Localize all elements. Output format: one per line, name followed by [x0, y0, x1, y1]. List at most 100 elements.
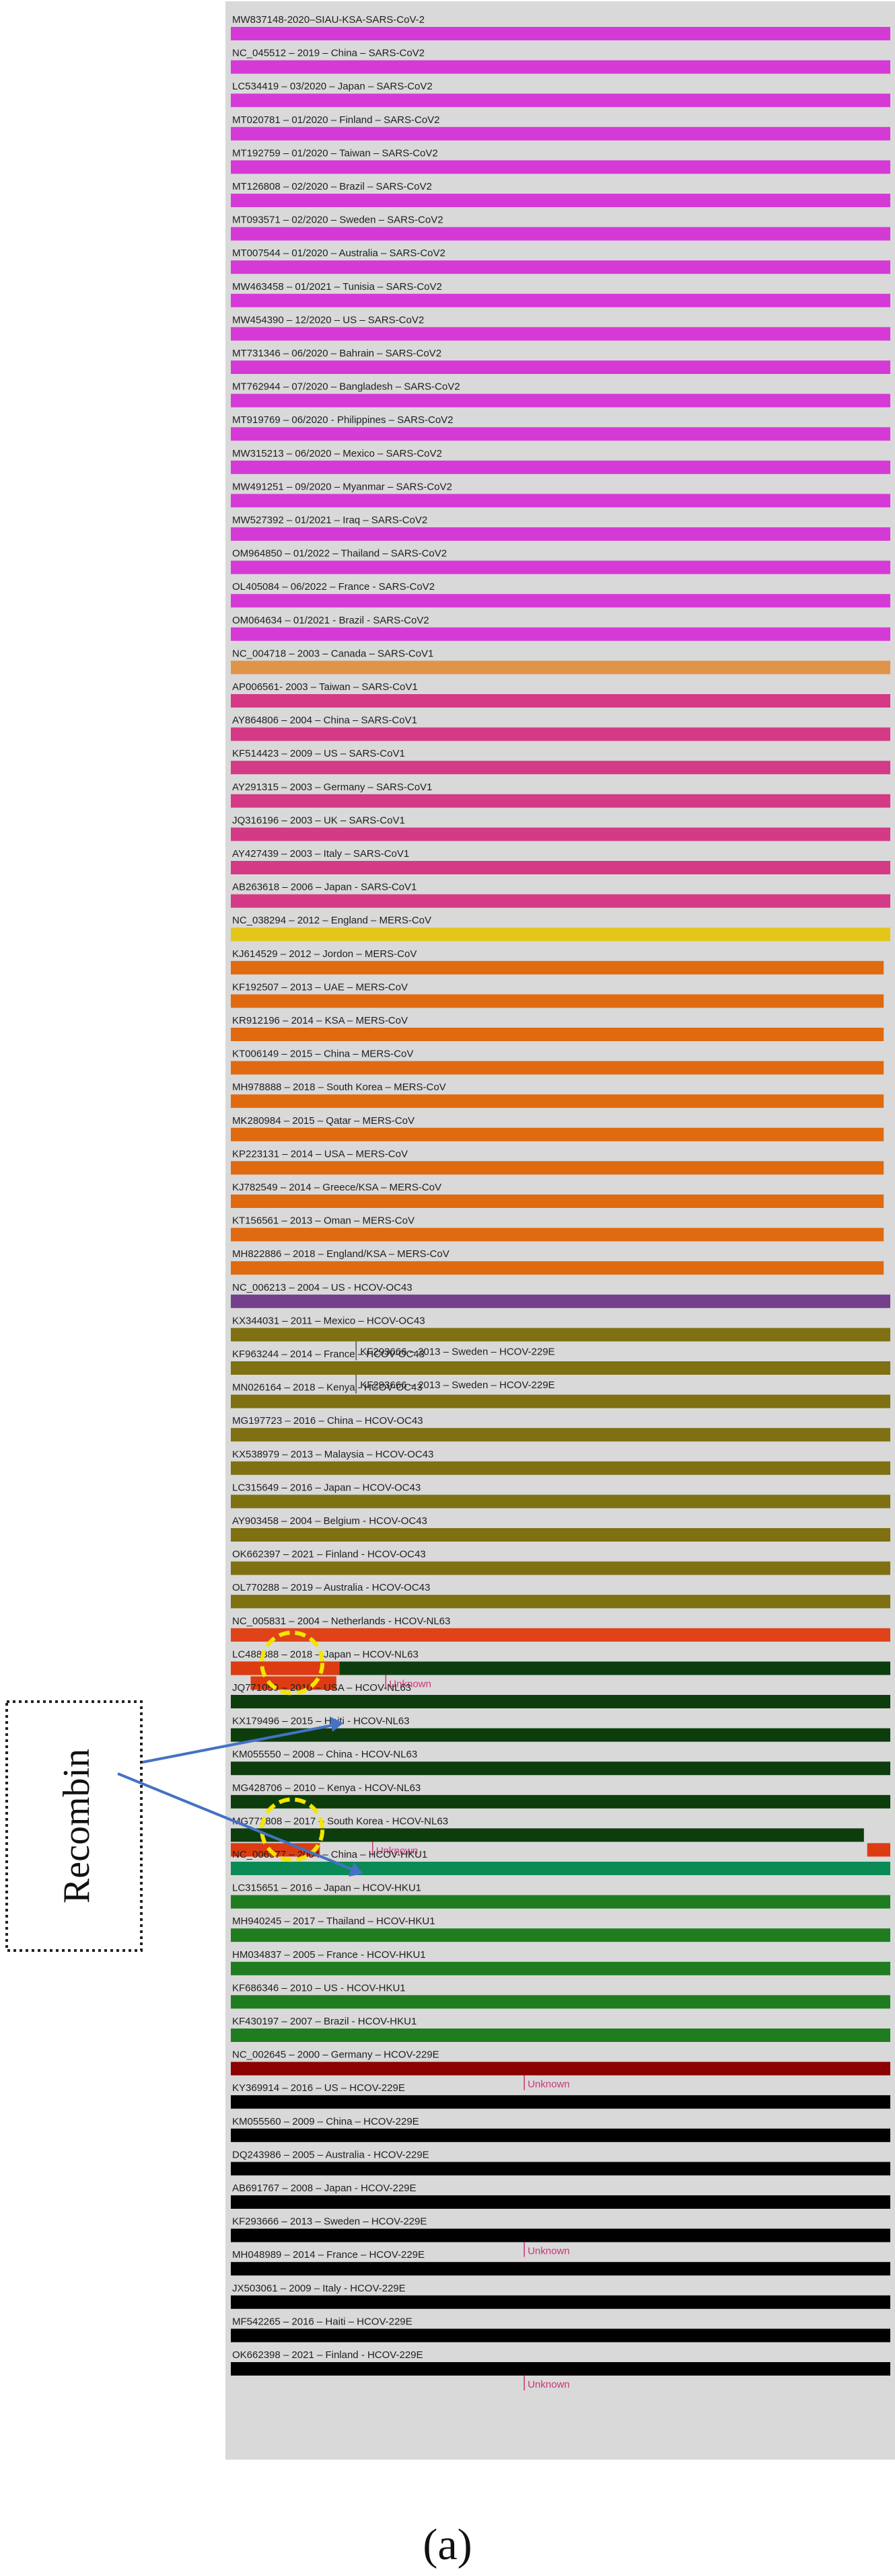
- genome-label: JX503061 – 2009 – Italy - HCOV-229E: [232, 2283, 406, 2294]
- genome-row: MW491251 – 09/2020 – Myanmar – SARS-CoV2: [231, 481, 890, 508]
- genome-label: MF542265 – 2016 – Haiti – HCOV-229E: [232, 2316, 413, 2327]
- genome-label: MW454390 – 12/2020 – US – SARS-CoV2: [232, 314, 424, 326]
- genome-bar: [231, 1361, 890, 1375]
- genome-bar: [231, 2262, 890, 2276]
- unknown-label: Unknown: [528, 2079, 570, 2090]
- genome-bar: [231, 994, 884, 1008]
- genome-row: MG772808 – 2017 – South Korea - HCOV-NL6…: [231, 1815, 890, 1857]
- genome-row: KF686346 – 2010 – US - HCOV-HKU1: [231, 1982, 890, 2009]
- genome-label: NC_002645 – 2000 – Germany – HCOV-229E: [232, 2049, 439, 2061]
- unknown-label: Unknown: [528, 2246, 570, 2257]
- genome-label: KJ614529 – 2012 – Jordon – MERS-CoV: [232, 948, 417, 960]
- genome-label: KF293666 – 2013 – Sweden – HCOV-229E: [232, 2216, 427, 2228]
- genome-row: KM055560 – 2009 – China – HCOV-229E: [231, 2116, 890, 2142]
- genome-label: MW491251 – 09/2020 – Myanmar – SARS-CoV2: [232, 481, 452, 492]
- genome-label: MG197723 – 2016 – China – HCOV-OC43: [232, 1415, 423, 1427]
- genome-bar: [231, 1028, 884, 1041]
- genome-row: AY427439 – 2003 – Italy – SARS-CoV1: [231, 848, 890, 874]
- genome-row: AY864806 – 2004 – China – SARS-CoV1: [231, 715, 890, 741]
- genome-label: OL405084 – 06/2022 – France - SARS-CoV2: [232, 581, 435, 593]
- genome-label: DQ243986 – 2005 – Australia - HCOV-229E: [232, 2149, 429, 2160]
- recombination-highlight-circle: [260, 1797, 325, 1862]
- genome-row: MT007544 – 01/2020 – Australia – SARS-Co…: [231, 248, 890, 274]
- genome-bar: [231, 2061, 890, 2076]
- genome-label: KF963244 – 2014 – France – HCOV-OC43: [232, 1349, 425, 1360]
- genome-label: NC_006577 – 2004 – China – HCOV-HKU1: [232, 1849, 427, 1860]
- genome-row: KF192507 – 2013 – UAE – MERS-CoV: [231, 981, 884, 1008]
- genome-bar: [231, 594, 890, 608]
- genome-row: KX179496 – 2015 – Haiti - HCOV-NL63: [231, 1716, 890, 1742]
- genome-bar: [231, 1862, 890, 1875]
- genome-label: MH978888 – 2018 – South Korea – MERS-CoV: [232, 1082, 446, 1093]
- genome-row: KT006149 – 2015 – China – MERS-CoV: [231, 1049, 884, 1075]
- genome-row: AP006561- 2003 – Taiwan – SARS-CoV1: [231, 681, 890, 708]
- genome-label: KT006149 – 2015 – China – MERS-CoV: [232, 1049, 413, 1060]
- arrow-icon: [117, 1772, 363, 1877]
- genome-bar: [231, 1628, 890, 1642]
- genome-bar: [231, 1895, 890, 1909]
- recombinant-segment: [867, 1843, 890, 1857]
- genome-bar: [231, 1794, 890, 1809]
- recombination-highlights: [260, 1630, 325, 1862]
- genome-bar: [231, 2029, 890, 2042]
- genome-row: MT192759 – 01/2020 – Taiwan – SARS-CoV2: [231, 147, 890, 174]
- genome-rows: MW837148-2020–SIAU-KSA-SARS-CoV-2 NC_0455…: [231, 14, 890, 2390]
- genome-row: KX344031 – 2011 – Mexico – HCOV-OC43 KF29…: [231, 1315, 890, 1361]
- genome-label: NC_004718 – 2003 – Canada – SARS-CoV1: [232, 648, 433, 659]
- genome-label: KM055560 – 2009 – China – HCOV-229E: [232, 2116, 419, 2127]
- genome-label: OL770288 – 2019 – Australia - HCOV-OC43: [232, 1582, 430, 1593]
- genome-label: NC_006213 – 2004 – US - HCOV-OC43: [232, 1282, 413, 1293]
- genome-row: AY291315 – 2003 – Germany – SARS-CoV1: [231, 782, 890, 808]
- genome-bar: [231, 27, 890, 40]
- genome-label: KR912196 – 2014 – KSA – MERS-CoV: [232, 1015, 408, 1026]
- genome-row: MH940245 – 2017 – Thailand – HCOV-HKU1: [231, 1916, 890, 1942]
- genome-label: LC315651 – 2016 – Japan – HCOV-HKU1: [232, 1883, 421, 1894]
- callout-box: [5, 1700, 143, 1952]
- genome-row: KJ782549 – 2014 – Greece/KSA – MERS-CoV: [231, 1182, 884, 1208]
- genome-label: JQ316196 – 2003 – UK – SARS-CoV1: [232, 815, 405, 826]
- genome-label: HM034837 – 2005 – France - HCOV-HKU1: [232, 1949, 426, 1961]
- genome-bar: [231, 1294, 890, 1308]
- genome-row: KF293666 – 2013 – Sweden – HCOV-229E Unkn…: [231, 2216, 890, 2257]
- genome-bar: [231, 1828, 864, 1842]
- genome-row: MT020781 – 01/2020 – Finland – SARS-CoV2: [231, 114, 890, 141]
- genome-label: KF192507 – 2013 – UAE – MERS-CoV: [232, 981, 408, 993]
- genome-bar: [231, 1094, 884, 1108]
- genome-bar: [231, 527, 890, 541]
- genome-label: KF686346 – 2010 – US - HCOV-HKU1: [232, 1982, 406, 1994]
- insertion-label: KF293666 – 2013 – Sweden – HCOV-229E: [360, 1346, 554, 1357]
- genome-bar: [231, 1461, 890, 1475]
- genome-bar: [231, 1728, 890, 1742]
- genome-label: AY427439 – 2003 – Italy – SARS-CoV1: [232, 848, 409, 860]
- unknown-label: Unknown: [528, 2379, 570, 2390]
- genome-label: KX344031 – 2011 – Mexico – HCOV-OC43: [232, 1315, 425, 1326]
- genome-bar: [231, 460, 890, 474]
- genome-bar: [231, 494, 890, 508]
- genome-bar: [231, 894, 890, 908]
- genome-bar: [231, 1261, 884, 1275]
- genome-row: OM064634 – 01/2021 - Brazil - SARS-CoV2: [231, 615, 890, 641]
- genome-row: KM055550 – 2008 – China - HCOV-NL63: [231, 1749, 890, 1776]
- genome-row: MK280984 – 2015 – Qatar – MERS-CoV: [231, 1115, 884, 1141]
- genome-bar: [231, 427, 890, 441]
- genome-row: LC315649 – 2016 – Japan – HCOV-OC43: [231, 1482, 890, 1509]
- genome-bar: [231, 227, 890, 241]
- genome-row: LC534419 – 03/2020 – Japan – SARS-CoV2: [231, 81, 890, 108]
- genome-label: MN026164 – 2018 – Kenya - HCOV-OC43: [232, 1382, 423, 1394]
- genome-row: MW315213 – 06/2020 – Mexico – SARS-CoV2: [231, 448, 890, 474]
- genome-bar: [231, 361, 890, 374]
- genome-label: AY903458 – 2004 – Belgium - HCOV-OC43: [232, 1515, 427, 1527]
- genome-row: JX503061 – 2009 – Italy - HCOV-229E: [231, 2283, 890, 2309]
- genome-bar: [231, 1595, 890, 1609]
- genome-row: KT156561 – 2013 – Oman – MERS-CoV: [231, 1215, 884, 1242]
- genome-row: MG428706 – 2010 – Kenya - HCOV-NL63: [231, 1782, 890, 1809]
- genome-row: OL770288 – 2019 – Australia - HCOV-OC43: [231, 1582, 890, 1609]
- genome-label: MW527392 – 01/2021 – Iraq – SARS-CoV2: [232, 515, 427, 526]
- genome-row: HM034837 – 2005 – France - HCOV-HKU1: [231, 1949, 890, 1975]
- genome-row: KY369914 – 2016 – US – HCOV-229E: [231, 2082, 890, 2109]
- genome-label: OM964850 – 01/2022 – Thailand – SARS-CoV…: [232, 548, 447, 560]
- genome-label: LC315649 – 2016 – Japan – HCOV-OC43: [232, 1482, 421, 1493]
- unknown-label: Unknown: [389, 1678, 431, 1690]
- genome-bar: [231, 1127, 884, 1141]
- genome-bar: [231, 761, 890, 775]
